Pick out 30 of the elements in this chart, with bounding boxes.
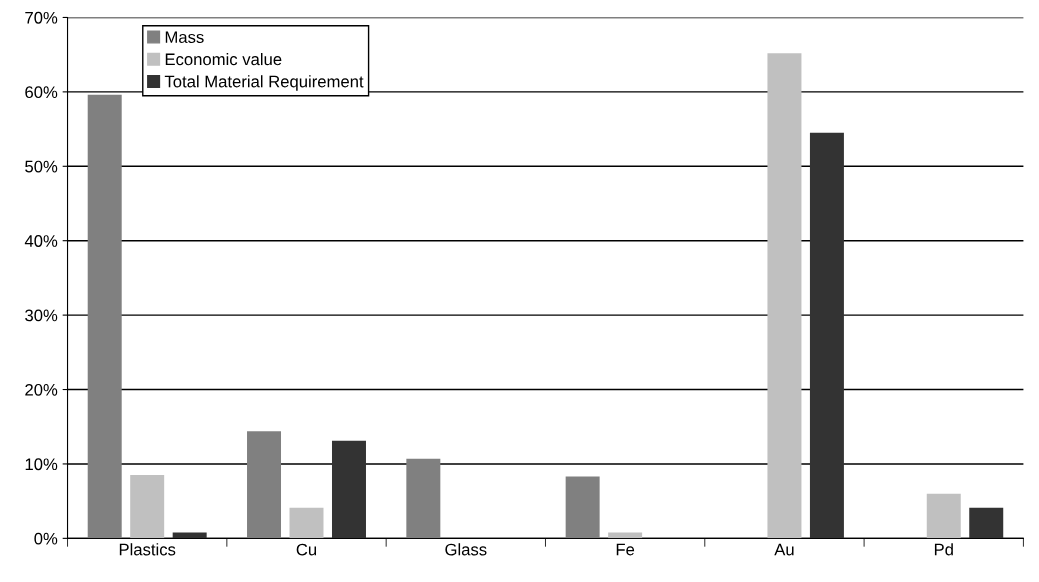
bar	[565, 476, 600, 539]
bar	[926, 493, 961, 539]
x-tick-label: Glass	[445, 543, 487, 556]
bar	[172, 532, 207, 539]
bar	[767, 53, 802, 539]
x-tick-label: Plastics	[119, 543, 176, 556]
x-tick-label: Pd	[934, 543, 953, 556]
bar	[289, 507, 324, 539]
x-tick-label: Fe	[616, 543, 635, 556]
bar	[608, 532, 643, 539]
bar	[809, 132, 844, 539]
bar	[406, 458, 441, 539]
legend-label: Total Material Requirement	[164, 75, 364, 91]
bar	[247, 431, 282, 539]
y-tick-label: 20%	[25, 383, 58, 396]
bar	[87, 94, 122, 539]
y-tick-label: 60%	[25, 86, 58, 99]
legend-label: Economic value	[165, 53, 282, 66]
y-tick-label: 0%	[34, 532, 58, 545]
bar	[130, 475, 165, 539]
y-tick-label: 40%	[24, 235, 58, 247]
legend-label: Mass	[165, 31, 204, 44]
y-tick-label: 30%	[25, 309, 58, 322]
y-tick-label: 10%	[25, 458, 58, 471]
y-tick-label: 70%	[25, 11, 58, 24]
x-tick-label: Au	[774, 543, 794, 556]
bar	[969, 507, 1004, 539]
bar	[332, 440, 366, 539]
x-tick-label: Cu	[296, 543, 317, 556]
y-tick-label: 50%	[25, 160, 58, 173]
